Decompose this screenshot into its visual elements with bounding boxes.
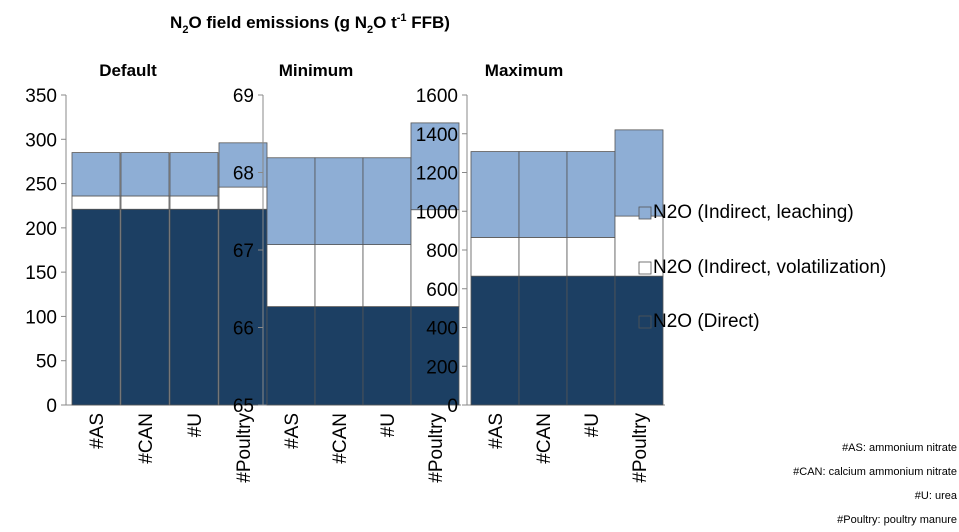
bar-can-direct: [518, 275, 568, 406]
bar-poultry-direct: [218, 208, 268, 406]
y-tick-label: 1000: [416, 202, 458, 223]
bar-u-leaching: [362, 157, 412, 245]
x-tick-label: #Poultry: [630, 413, 651, 483]
x-tick-label: #U: [185, 413, 206, 437]
legend: N2O (Indirect, leaching) N2O (Indirect, v…: [638, 202, 886, 332]
bar-u-volatilization: [169, 195, 219, 210]
legend-item-leaching: N2O (Indirect, leaching): [638, 202, 854, 223]
x-tick-label: #AS: [87, 413, 108, 449]
y-tick-label: 66: [233, 319, 254, 340]
bar-u-volatilization: [362, 244, 412, 307]
bar-poultry-leaching: [410, 122, 460, 211]
note-u: #U: urea: [914, 490, 957, 502]
bar-as-volatilization: [71, 195, 121, 210]
chart-title: Minimum: [279, 61, 354, 80]
legend-item-direct: N2O (Direct): [638, 311, 760, 332]
y-tick-label: 150: [25, 263, 57, 284]
y-tick-label: 350: [25, 86, 57, 107]
x-tick-label: #CAN: [330, 413, 351, 464]
y-tick-label: 400: [426, 319, 458, 340]
chart-title: Maximum: [485, 61, 563, 80]
bar-u-volatilization: [566, 237, 616, 277]
legend-label-direct: N2O (Direct): [653, 311, 760, 332]
bar-u-direct: [169, 208, 219, 406]
bar-as-leaching: [470, 151, 520, 238]
bar-u-direct: [566, 275, 616, 406]
chart-maximum: Maximum 0 200 400 600 800 1000 1200 1400 1600 #AS #…: [416, 61, 665, 483]
x-tick-label: #Poultry: [234, 413, 255, 483]
chart-default: Default 0 50 100 150 200 250 300 350 #AS #CAN #U #Po…: [25, 61, 270, 483]
y-tick-label: 69: [233, 86, 254, 107]
y-tick-label: 1200: [416, 164, 458, 185]
bar-can-volatilization: [120, 195, 170, 210]
bar-can-volatilization: [518, 237, 568, 277]
y-tick-label: 1600: [416, 86, 458, 107]
note-poultry: #Poultry: poultry manure: [837, 514, 957, 526]
x-tick-label: #CAN: [136, 413, 157, 464]
y-tick-label: 300: [25, 130, 57, 151]
x-tick-label: #U: [582, 413, 603, 437]
y-tick-label: 50: [36, 352, 57, 373]
bar-can-volatilization: [314, 244, 364, 307]
y-tick-label: 65: [233, 396, 254, 417]
bar-u-leaching: [169, 152, 219, 197]
abbreviation-notes: #AS: ammonium nitrate #CAN: calcium ammo…: [793, 436, 957, 532]
chart-minimum: Minimum 65 66 67 68 69 #AS #CAN #U #Poultry: [233, 61, 461, 483]
legend-label-volatilization: N2O (Indirect, volatilization): [653, 257, 886, 278]
x-tick-label: #U: [378, 413, 399, 437]
y-tick-label: 250: [25, 175, 57, 196]
note-can: #CAN: calcium ammonium nitrate: [793, 466, 957, 478]
bar-as-volatilization: [470, 237, 520, 277]
bar-as-direct: [470, 275, 520, 406]
y-tick-label: 0: [46, 396, 57, 417]
figure-title: N2O field emissions (g N2O t-1 FFB): [170, 12, 450, 36]
y-tick-label: 200: [25, 219, 57, 240]
bar-can-leaching: [518, 151, 568, 238]
y-tick-label: 600: [426, 280, 458, 301]
legend-swatch-leaching: [638, 206, 652, 220]
x-tick-label: #AS: [282, 413, 303, 449]
x-tick-label: #CAN: [534, 413, 555, 464]
bar-can-direct: [120, 208, 170, 406]
y-tick-label: 68: [233, 164, 254, 185]
note-as: #AS: ammonium nitrate: [842, 442, 957, 454]
y-tick-label: 100: [25, 307, 57, 328]
bar-can-leaching: [314, 157, 364, 245]
bar-u-leaching: [566, 151, 616, 238]
bar-can-leaching: [120, 152, 170, 197]
legend-swatch-volatilization: [638, 261, 652, 275]
bar-u-direct: [362, 306, 412, 406]
bar-poultry-direct: [410, 306, 460, 406]
y-tick-label: 1400: [416, 125, 458, 146]
figure: N2O field emissions (g N2O t-1 FFB) Defa…: [25, 12, 886, 483]
bar-as-leaching: [71, 152, 121, 197]
y-tick-label: 200: [426, 357, 458, 378]
x-tick-label: #AS: [486, 413, 507, 449]
y-tick-label: 67: [233, 241, 254, 262]
y-tick-label: 0: [447, 396, 458, 417]
y-tick-label: 800: [426, 241, 458, 262]
bar-can-direct: [314, 306, 364, 406]
bar-as-direct: [266, 306, 316, 406]
chart-title: Default: [99, 61, 157, 80]
legend-label-leaching: N2O (Indirect, leaching): [653, 202, 854, 223]
bar-as-direct: [71, 208, 121, 406]
legend-item-volatilization: N2O (Indirect, volatilization): [638, 257, 886, 278]
x-tick-label: #Poultry: [426, 413, 447, 483]
bar-as-volatilization: [266, 244, 316, 307]
bar-poultry-volatilization: [218, 186, 268, 210]
bar-poultry-direct: [614, 275, 664, 406]
bar-as-leaching: [266, 157, 316, 245]
bar-poultry-leaching: [614, 129, 664, 217]
legend-swatch-direct: [638, 315, 652, 329]
chart-panels: Default 0 50 100 150 200 250 300 350 #AS #CAN #U #Po…: [25, 61, 665, 483]
